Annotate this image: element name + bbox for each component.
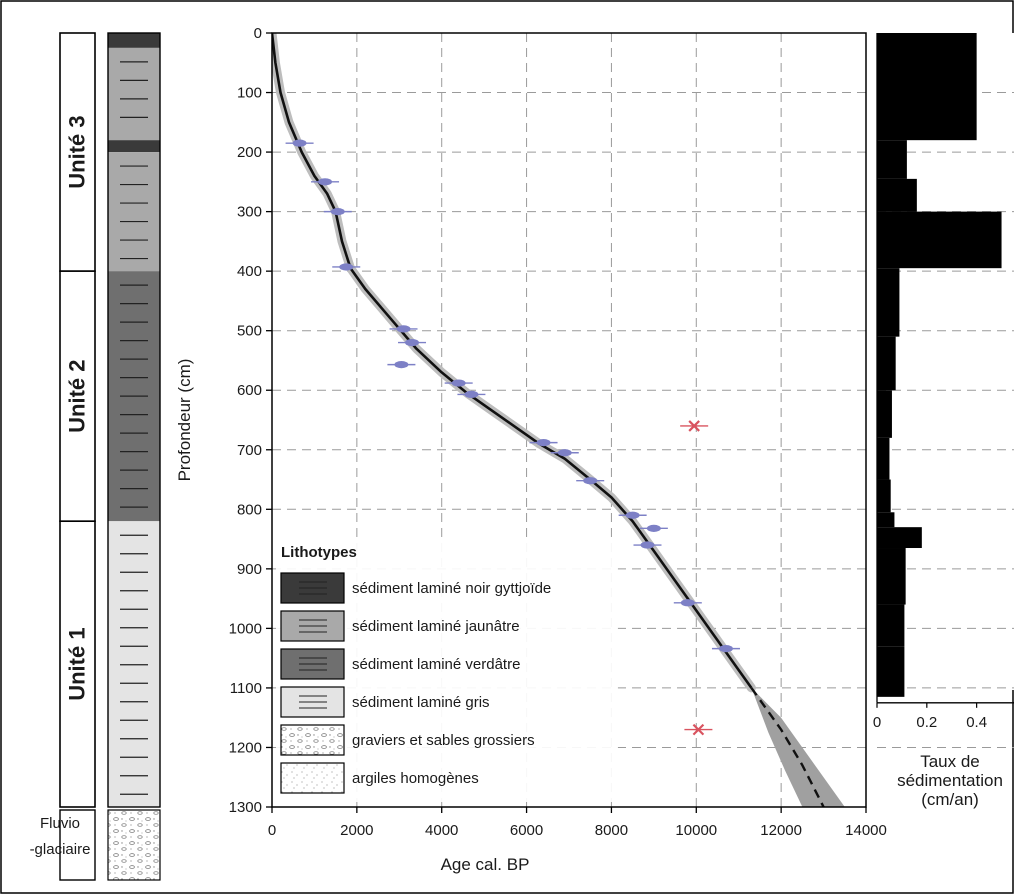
age-model-series	[272, 33, 845, 807]
date-point	[557, 449, 572, 457]
date-point	[680, 599, 695, 607]
main-axes: 0 100 200 300 400 500 600 700 800 900 1000 1100 1200…	[229, 25, 887, 839]
date-point	[464, 390, 479, 398]
y-tick-label: 100	[237, 85, 262, 102]
date-point	[718, 645, 733, 653]
y-tick-label: 400	[237, 263, 262, 280]
date-point	[396, 325, 411, 333]
unit-box	[59, 520, 96, 808]
lithology-column	[107, 32, 161, 881]
unit-label: Unité 3	[65, 115, 90, 188]
y-tick-label: 0	[254, 25, 262, 42]
unit-box	[59, 32, 96, 272]
legend-swatch	[280, 724, 345, 756]
lithology-frame	[107, 32, 161, 808]
legend-item-label: sédiment laminé jaunâtre	[352, 618, 520, 635]
date-point	[318, 178, 333, 186]
rate-bar	[877, 548, 906, 605]
uncertainty-envelope	[751, 687, 845, 807]
rate-bar	[877, 140, 907, 179]
x-tick-label: 2000	[340, 822, 373, 839]
rate-x-tick-label: 0.4	[966, 714, 987, 731]
x-tick-label: 10000	[675, 822, 717, 839]
legend-item-label: argiles homogènes	[352, 770, 479, 787]
rate-bar	[877, 604, 905, 647]
main-plot-frame	[271, 32, 867, 808]
rate-bar	[877, 390, 892, 438]
lithotypes-legend: Lithotypes sédiment laminé noir gyttjoïd…	[276, 540, 618, 802]
legend-title: Lithotypes	[281, 544, 357, 561]
date-point	[292, 139, 307, 147]
x-tick-label: 14000	[845, 822, 887, 839]
y-tick-label: 200	[237, 144, 262, 161]
y-tick-label: 1200	[229, 739, 262, 756]
date-point	[536, 439, 551, 447]
fluvio-label-line2: -glaciaire	[30, 841, 91, 858]
rate-bar	[877, 33, 977, 141]
rate-x-tick-label: 0	[873, 714, 881, 731]
rate-bar	[877, 336, 896, 391]
unit-label: Unité 1	[65, 627, 90, 700]
legend-item-label: sédiment laminé gris	[352, 694, 490, 711]
y-tick-label: 1100	[230, 680, 262, 697]
units-column: Unité 3 Unité 2 Unité 1	[59, 32, 96, 881]
date-point	[405, 339, 420, 347]
legend-swatch	[280, 762, 345, 794]
fluvio-unit-box	[59, 809, 96, 881]
date-point	[394, 361, 409, 369]
rate-bar	[877, 268, 900, 337]
rate-bar	[877, 479, 891, 513]
rate-bar	[877, 211, 1002, 269]
date-point	[339, 263, 354, 271]
x-tick-label: 8000	[595, 822, 628, 839]
legend-item-label: graviers et sables grossiers	[352, 732, 535, 749]
date-point	[583, 477, 598, 485]
date-point	[646, 524, 661, 532]
fluvio-label-line1: Fluvio	[40, 815, 80, 832]
x-tick-label: 6000	[510, 822, 543, 839]
sedimentation-rate-panel: 0 0.2 0.4 Taux de sédimentation (cm/an)	[873, 33, 1014, 809]
y-tick-label: 1000	[229, 620, 262, 637]
rate-bars	[877, 33, 1002, 697]
x-tick-label: 4000	[425, 822, 458, 839]
y-tick-label: 500	[237, 323, 262, 340]
legend-item-label: sédiment laminé verdâtre	[352, 656, 520, 673]
lithology-segment	[108, 140, 160, 153]
rate-bar	[877, 646, 905, 697]
y-tick-label: 600	[237, 382, 262, 399]
rejected-date-point	[692, 723, 705, 736]
y-tick-label: 800	[237, 501, 262, 518]
x-tick-label: 0	[268, 822, 276, 839]
rate-axis-title-line1: Taux de	[920, 752, 980, 771]
rate-bar	[877, 512, 895, 528]
main-x-axis-title: Age cal. BP	[441, 855, 530, 874]
y-tick-label: 1300	[229, 799, 262, 816]
rate-axes: 0 0.2 0.4	[873, 33, 1014, 731]
lithology-segment	[108, 152, 160, 272]
legend-item-label: sédiment laminé noir gyttjoïde	[352, 580, 551, 597]
y-tick-label: 700	[237, 442, 262, 459]
x-tick-label: 12000	[760, 822, 802, 839]
date-point	[451, 379, 466, 387]
main-y-axis-title: Profondeur (cm)	[175, 359, 194, 482]
rate-bar	[877, 527, 922, 549]
date-point	[330, 208, 345, 216]
lithology-segment	[108, 521, 160, 807]
rate-axis-title-line2: sédimentation	[897, 771, 1003, 790]
rate-x-tick-label: 0.2	[916, 714, 937, 731]
lithology-segment	[108, 47, 160, 141]
unit-label: Unité 2	[65, 360, 90, 433]
rate-bar	[877, 437, 890, 480]
y-tick-label: 300	[237, 204, 262, 221]
rate-axis-title-line3: (cm/an)	[921, 790, 979, 809]
fluvio-glaciaire-block	[107, 809, 161, 881]
lithology-segment	[108, 33, 160, 48]
date-point	[625, 511, 640, 519]
date-point	[640, 541, 655, 549]
rate-bar	[877, 178, 917, 212]
y-tick-label: 900	[237, 561, 262, 578]
rejected-date-point	[688, 420, 700, 432]
